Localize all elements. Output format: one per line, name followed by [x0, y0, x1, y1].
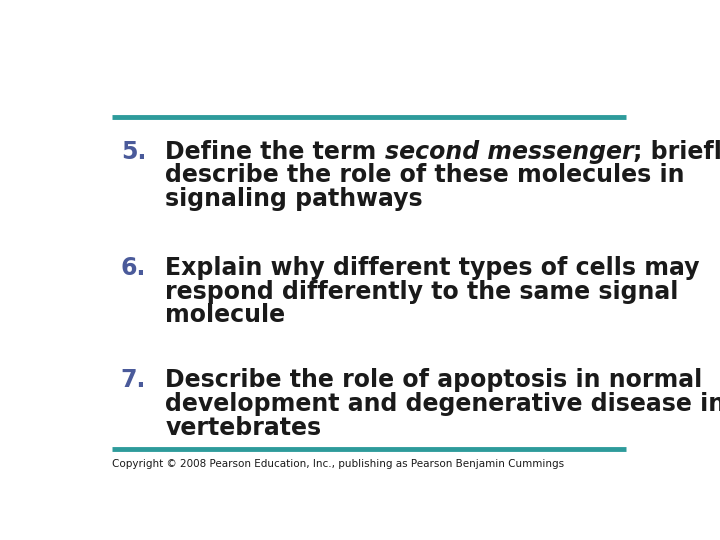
Text: signaling pathways: signaling pathways: [166, 187, 423, 211]
Text: 5.: 5.: [121, 140, 146, 164]
Text: 7.: 7.: [121, 368, 146, 393]
Text: Explain why different types of cells may: Explain why different types of cells may: [166, 256, 700, 280]
Text: Copyright © 2008 Pearson Education, Inc., publishing as Pearson Benjamin Cumming: Copyright © 2008 Pearson Education, Inc.…: [112, 459, 564, 469]
Text: vertebrates: vertebrates: [166, 416, 321, 440]
Text: respond differently to the same signal: respond differently to the same signal: [166, 280, 679, 303]
Text: describe the role of these molecules in: describe the role of these molecules in: [166, 163, 685, 187]
Text: molecule: molecule: [166, 303, 285, 327]
Text: second messenger: second messenger: [384, 140, 634, 164]
Text: ; briefly: ; briefly: [634, 140, 720, 164]
Text: 6.: 6.: [121, 256, 146, 280]
Text: Define the term: Define the term: [166, 140, 384, 164]
Text: development and degenerative disease in: development and degenerative disease in: [166, 392, 720, 416]
Text: Describe the role of apoptosis in normal: Describe the role of apoptosis in normal: [166, 368, 703, 393]
